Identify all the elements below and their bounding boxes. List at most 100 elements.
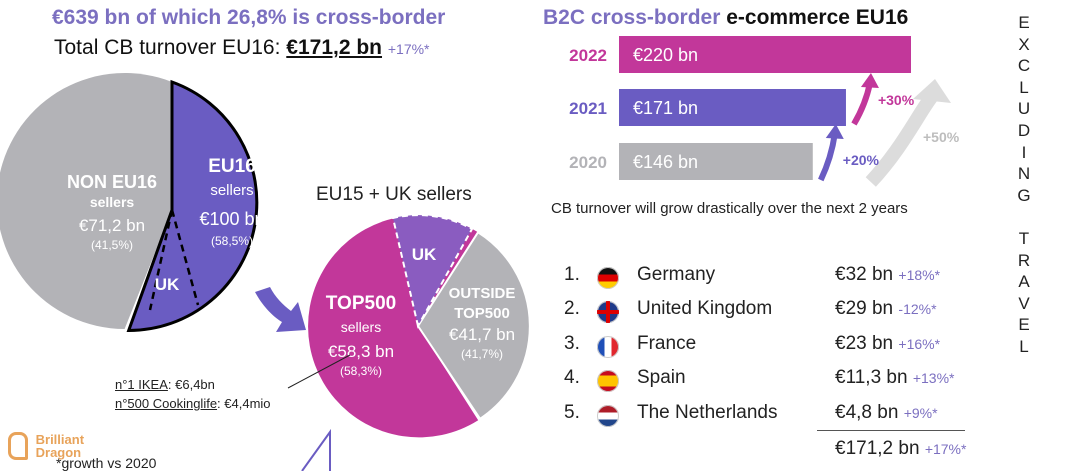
- right-title: B2C cross-border e-commerce EU16: [543, 6, 908, 30]
- country-value: €11,3 bn +13%*: [835, 367, 955, 389]
- dragon-logo-icon: [8, 432, 28, 460]
- right-title-part2: e-commerce EU16: [720, 6, 909, 29]
- pie-charts: NON EU16 sellers €71,2 bn (41,5%) EU16 s…: [0, 73, 531, 471]
- vertical-letter: A: [1018, 272, 1030, 292]
- left-title: €639 bn of which 26,8% is cross-border: [52, 6, 446, 29]
- pie-value-eu16: €100 bn: [199, 209, 264, 229]
- footnote: *growth vs 2020: [56, 455, 157, 471]
- vertical-letter: N: [1017, 164, 1031, 184]
- pie-label-uk-eu15: UK: [412, 245, 437, 264]
- rank-number: 3.: [564, 333, 580, 354]
- growth-arrowhead-2y: [913, 79, 951, 103]
- vertical-letter: E: [1018, 13, 1030, 32]
- pie-slice-non-eu16: [0, 73, 172, 329]
- bar-2022: [619, 36, 911, 73]
- rank-number: 1.: [564, 264, 580, 285]
- pie-label-eu16: EU16: [208, 156, 256, 177]
- vertical-letter: L: [1019, 336, 1029, 356]
- pie-value-non-eu16: €71,2 bn: [79, 216, 145, 235]
- value-growth: +16%*: [898, 336, 941, 352]
- value-amount: €32 bn: [835, 264, 894, 285]
- ikea-leader-line: [287, 354, 351, 389]
- pie-share-non-eu16: (41,5%): [91, 238, 133, 252]
- pie-slice-uk-eu15: [391, 214, 474, 329]
- total-growth: +17%*: [387, 41, 430, 57]
- country-name: United Kingdom: [637, 298, 773, 319]
- uk-flag-icon: [597, 301, 619, 323]
- pie-slice-eu16: [126, 79, 259, 333]
- france-flag-icon: [597, 336, 619, 358]
- pie-label-non-eu16-sub: sellers: [90, 194, 135, 210]
- main-pie: NON EU16 sellers €71,2 bn (41,5%) EU16 s…: [0, 73, 265, 333]
- growth-label-2021: +20%: [843, 152, 880, 168]
- ranking-total: €171,2 bn +17%*: [835, 438, 966, 460]
- pie-label-top500: TOP500: [326, 293, 396, 314]
- total-amount: €171,2 bn: [835, 438, 920, 459]
- country-name: The Netherlands: [637, 402, 778, 423]
- value-amount: €29 bn: [835, 298, 894, 319]
- bar-2020: [619, 143, 813, 180]
- country-value: €23 bn +16%*: [835, 333, 940, 355]
- brand-logo: Brilliant Dragon: [8, 432, 84, 460]
- vertical-letter: X: [1018, 34, 1030, 54]
- vertical-letter: G: [1017, 185, 1031, 205]
- note-cookinglife-value: : €4,4mio: [217, 396, 271, 411]
- growth-label-2022: +30%: [878, 92, 915, 108]
- eu15-title: EU15 + UK sellers: [316, 184, 472, 205]
- spain-flag-icon: [597, 370, 619, 392]
- vertical-letter: R: [1017, 250, 1031, 270]
- country-value: €29 bn -12%*: [835, 298, 937, 320]
- pie-slice-uk-outline: [148, 209, 200, 311]
- germany-flag-icon: [597, 267, 619, 289]
- bar-year-label: 2022: [569, 46, 607, 65]
- vertical-letter: L: [1019, 77, 1029, 97]
- bar-chart-caption: CB turnover will grow drastically over t…: [551, 200, 908, 217]
- eu15-pie: TOP500 sellers €58,3 bn (58,3%) OUTSIDE …: [308, 214, 531, 438]
- value-amount: €11,3 bn: [835, 367, 908, 388]
- pie-share-eu16: (58,5%): [211, 234, 253, 248]
- link-arrow: [255, 287, 306, 332]
- bar-value-label: €146 bn: [633, 152, 698, 172]
- pie-label-uk-main: UK: [155, 275, 180, 294]
- value-growth: +18%*: [898, 267, 941, 283]
- bar-value-label: €220 bn: [633, 45, 698, 65]
- total-divider: [817, 430, 965, 431]
- pie-share-outside: (41,7%): [461, 347, 503, 361]
- vertical-letter: U: [1017, 99, 1031, 119]
- bar-value-label: €171 bn: [633, 98, 698, 118]
- pie-label-eu16-sub: sellers: [210, 182, 253, 199]
- country-name: Spain: [637, 367, 686, 388]
- total-prefix: Total CB turnover EU16:: [54, 36, 287, 59]
- logo-line1: Brilliant: [35, 432, 85, 447]
- pie-label-top500-sub: sellers: [341, 319, 381, 335]
- growth-arrowhead-2022: [860, 73, 879, 88]
- pie-share-top500: (58,3%): [340, 364, 382, 378]
- growth-arrow-2021: [818, 133, 838, 182]
- vertical-letter: T: [1018, 228, 1030, 248]
- growth-label-2y: +50%: [923, 129, 960, 145]
- value-growth: -12%*: [898, 301, 937, 317]
- bar-year-label: 2020: [569, 153, 607, 172]
- value-growth: +13%*: [912, 370, 955, 386]
- bar-chart: 2022 €220 bn 2021 €171 bn 2020 €146 bn +20% +30…: [569, 36, 960, 187]
- vertical-letter: D: [1017, 120, 1031, 140]
- pie-value-top500: €58,3 bn: [328, 342, 394, 361]
- pie-label-outside-2: TOP500: [454, 305, 510, 322]
- pie-value-outside: €41,7 bn: [449, 325, 515, 344]
- country-name: Germany: [637, 264, 716, 285]
- vertical-letter: C: [1017, 56, 1031, 76]
- pie-slice-outside-top500: [416, 230, 531, 421]
- country-value: €32 bn +18%*: [835, 264, 940, 286]
- rank-number: 5.: [564, 402, 580, 423]
- bar-2021: [619, 89, 846, 126]
- pie-label-non-eu16: NON EU16: [67, 172, 157, 192]
- bar-year-label: 2021: [569, 99, 607, 118]
- country-name: France: [637, 333, 697, 354]
- note-ikea-label: n°1 IKEA: [115, 377, 168, 392]
- vertical-letter: E: [1018, 315, 1030, 335]
- rank-number: 2.: [564, 298, 580, 319]
- note-cookinglife-label: n°500 Cookinglife: [115, 396, 218, 411]
- rank-number: 4.: [564, 367, 580, 388]
- logo-line2: Dragon: [35, 445, 82, 460]
